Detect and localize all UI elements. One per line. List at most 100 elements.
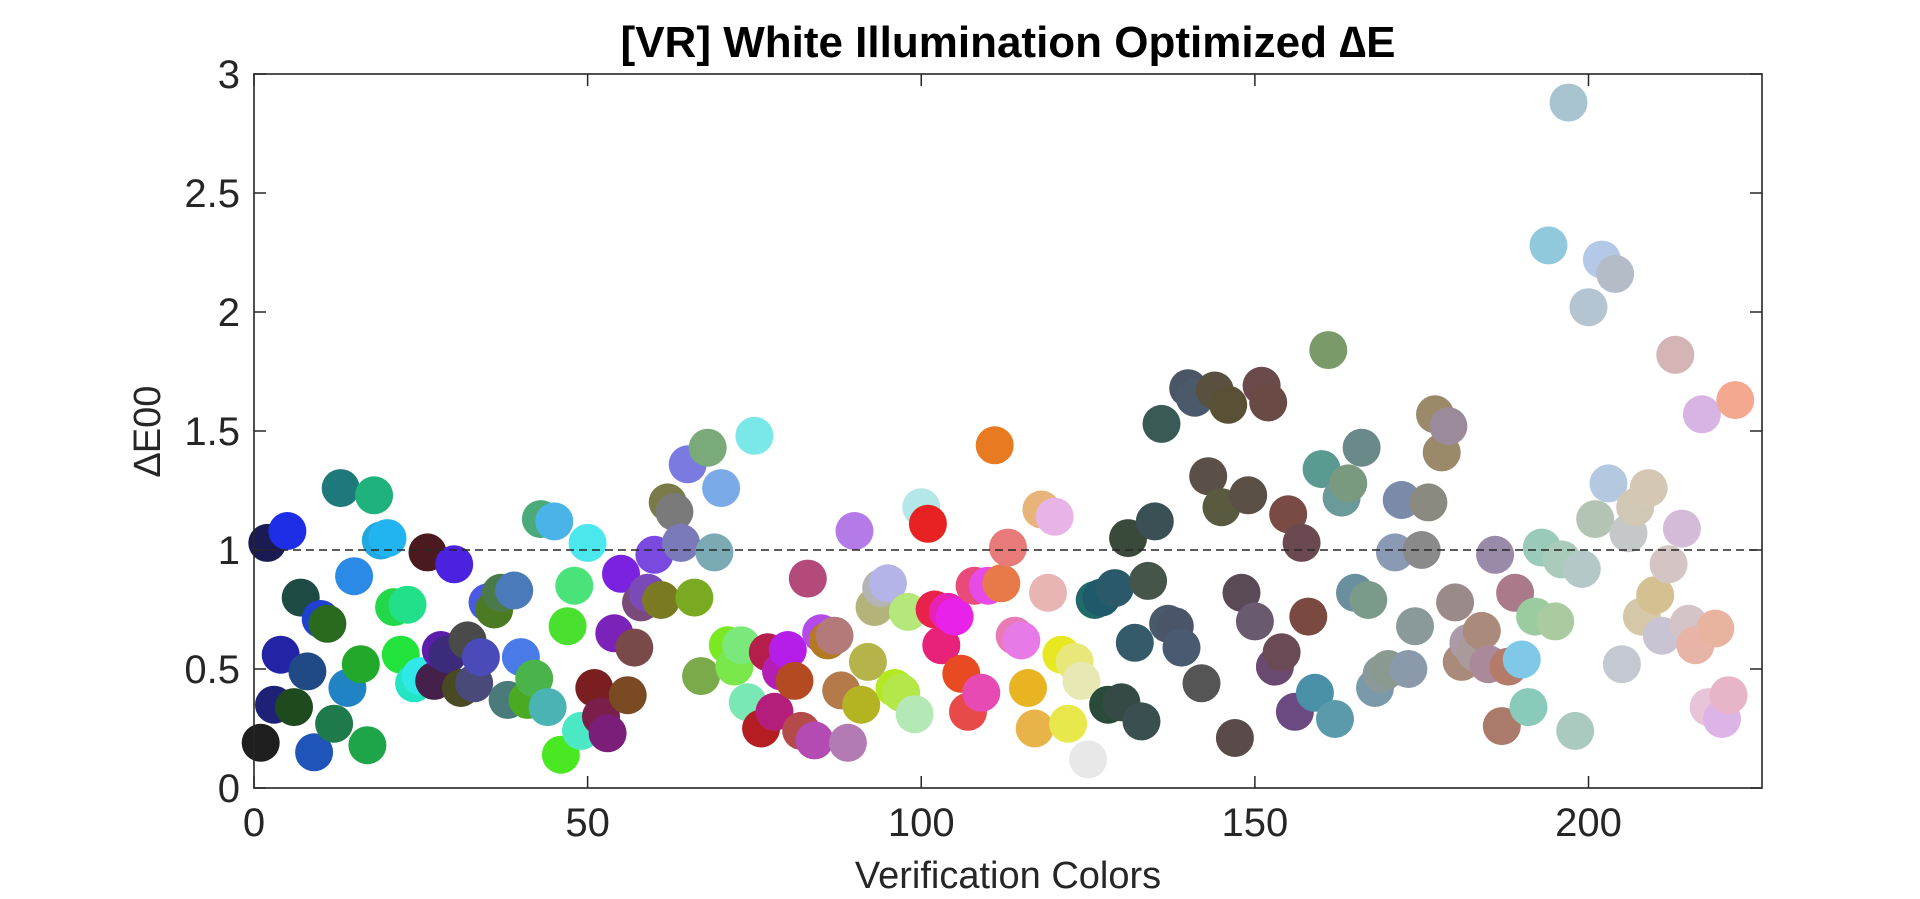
data-point-194 xyxy=(1529,226,1568,265)
data-point-83 xyxy=(788,559,827,598)
data-point-119 xyxy=(1029,573,1067,612)
data-point-15 xyxy=(335,557,374,596)
x-axis-title: Verification Colors xyxy=(855,855,1161,897)
data-point-179 xyxy=(1429,407,1468,446)
data-point-195 xyxy=(1536,602,1575,641)
data-point-142 xyxy=(1182,664,1221,703)
data-point-13 xyxy=(321,469,360,508)
data-point-146 xyxy=(1209,385,1248,424)
data-point-56 xyxy=(608,676,647,715)
data-point-148 xyxy=(1222,573,1261,612)
data-point-70 xyxy=(702,469,741,508)
data-point-155 xyxy=(1269,495,1308,534)
data-point-136 xyxy=(1142,404,1181,443)
data-point-81 xyxy=(775,661,814,700)
data-point-103 xyxy=(922,626,961,665)
data-point-173 xyxy=(1389,650,1428,688)
data-point-210 xyxy=(1636,576,1675,615)
data-point-149 xyxy=(1229,476,1268,515)
data-point-200 xyxy=(1569,288,1608,327)
data-point-152 xyxy=(1249,383,1288,422)
data-point-115 xyxy=(1002,621,1041,660)
data-point-87 xyxy=(815,616,854,655)
x-tick-label: 150 xyxy=(1222,801,1289,845)
data-point-199 xyxy=(1562,550,1601,588)
y-tick-label: 2 xyxy=(218,291,240,335)
data-point-64 xyxy=(662,523,700,562)
data-point-187 xyxy=(1482,707,1521,746)
data-point-214 xyxy=(1662,509,1701,548)
y-axis-title: ∆E00 xyxy=(127,386,169,477)
data-point-157 xyxy=(1282,523,1321,562)
data-point-175 xyxy=(1402,531,1441,569)
data-point-16 xyxy=(341,645,380,684)
data-point-48 xyxy=(555,566,594,605)
data-point-17 xyxy=(348,726,387,765)
data-point-116 xyxy=(1009,669,1047,707)
data-point-109 xyxy=(962,673,1001,712)
data-point-132 xyxy=(1115,623,1154,662)
data-point-20 xyxy=(368,519,407,558)
data-point-201 xyxy=(1576,500,1615,539)
data-point-42 xyxy=(515,659,554,698)
data-point-66 xyxy=(675,578,714,617)
data-point-143 xyxy=(1189,457,1228,496)
data-point-209 xyxy=(1629,469,1668,508)
data-point-105 xyxy=(935,597,974,636)
data-point-217 xyxy=(1682,395,1721,434)
data-point-92 xyxy=(848,642,887,681)
data-point-219 xyxy=(1696,609,1735,648)
data-point-90 xyxy=(835,512,874,550)
data-point-68 xyxy=(688,428,727,467)
data-point-101 xyxy=(908,504,947,543)
data-point-53 xyxy=(588,714,627,753)
data-point-150 xyxy=(1235,602,1274,641)
x-tick-label: 50 xyxy=(565,801,610,845)
data-point-162 xyxy=(1316,700,1354,738)
data-point-61 xyxy=(642,581,680,619)
data-point-129 xyxy=(1095,569,1134,608)
data-point-69 xyxy=(695,533,734,572)
data-point-34 xyxy=(461,638,500,677)
x-tick-label: 200 xyxy=(1555,801,1622,845)
data-point-158 xyxy=(1289,597,1328,636)
data-point-63 xyxy=(655,492,694,531)
data-point-5 xyxy=(268,512,307,550)
data-point-55 xyxy=(602,554,640,593)
data-point-12 xyxy=(315,704,354,743)
data-point-222 xyxy=(1716,381,1755,420)
data-point-113 xyxy=(989,528,1027,567)
data-point-198 xyxy=(1556,711,1595,750)
y-tick-label: 0.5 xyxy=(184,648,240,692)
data-point-164 xyxy=(1329,464,1368,503)
data-point-213 xyxy=(1656,335,1695,374)
axis-ticks: 0 50 100 150 200 0 0.5 1 1.5 2 2.5 3 xyxy=(184,53,1762,845)
data-point-78 xyxy=(755,692,794,731)
y-tick-label: 1.5 xyxy=(184,410,240,454)
data-point-1 xyxy=(241,723,280,762)
data-point-133 xyxy=(1122,702,1161,741)
data-point-166 xyxy=(1342,428,1381,467)
data-point-51 xyxy=(575,669,614,707)
data-point-124 xyxy=(1062,661,1101,700)
data-point-9 xyxy=(295,733,334,772)
data-point-18 xyxy=(355,476,394,515)
data-point-180 xyxy=(1436,583,1475,622)
data-point-95 xyxy=(868,564,907,603)
data-point-167 xyxy=(1349,581,1388,619)
data-point-89 xyxy=(828,723,867,762)
data-point-221 xyxy=(1709,676,1748,715)
data-point-184 xyxy=(1462,611,1501,650)
data-point-75 xyxy=(735,416,774,455)
data-point-154 xyxy=(1262,633,1301,672)
data-point-45 xyxy=(535,502,574,541)
y-tick-label: 3 xyxy=(218,53,240,97)
data-point-159 xyxy=(1295,673,1334,712)
data-point-23 xyxy=(388,585,427,624)
data-point-139 xyxy=(1162,628,1201,667)
data-point-174 xyxy=(1396,607,1434,646)
y-tick-label: 2.5 xyxy=(184,172,240,216)
